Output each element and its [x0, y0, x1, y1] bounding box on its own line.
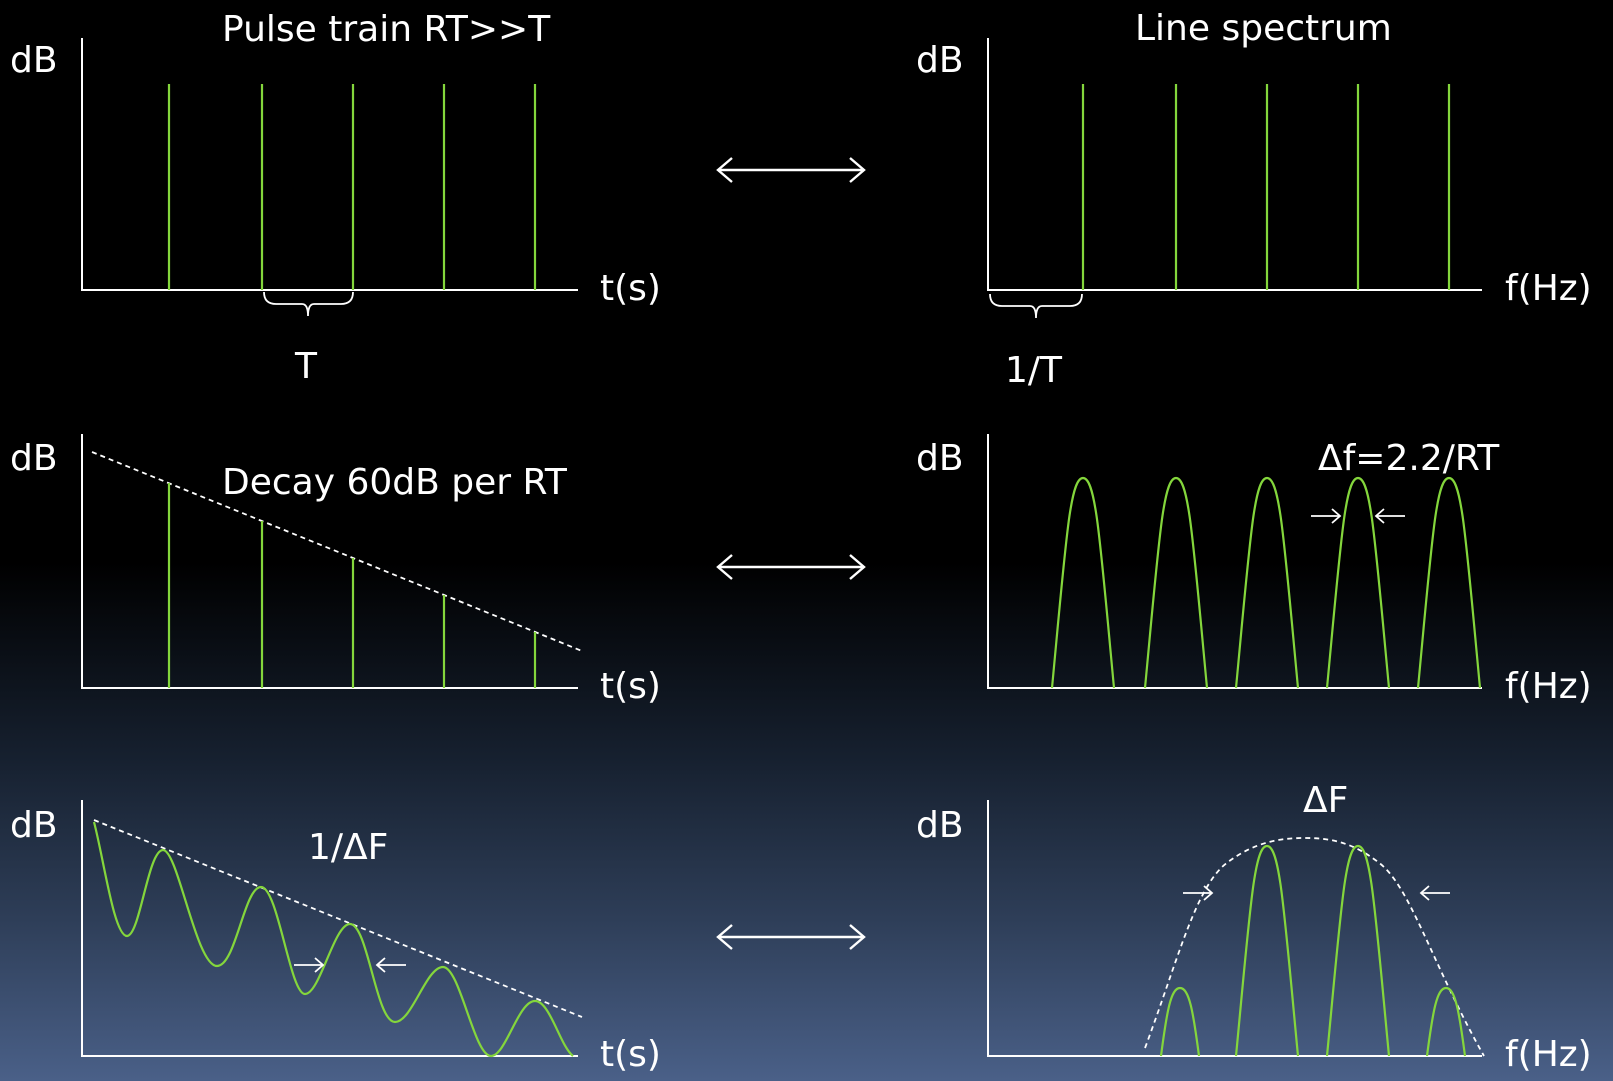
- decay-x-label: t(s): [600, 666, 661, 707]
- line-spectrum-title: Line spectrum: [1135, 8, 1392, 49]
- pulse-train-y-label: dB: [10, 40, 58, 81]
- band-spectrum-x-label: f(Hz): [1505, 1034, 1592, 1075]
- decay-envelope: [91, 451, 583, 652]
- beating-axes: [81, 800, 578, 1057]
- pulse-train-panel: dB Pulse train RT>>T t(s) T: [10, 9, 661, 387]
- beating-panel: dB 1/ΔF t(s): [10, 800, 661, 1075]
- mode-peak: [1416, 476, 1482, 689]
- line-spectrum-x-label: f(Hz): [1505, 268, 1592, 309]
- mode-peak: [1143, 476, 1209, 689]
- band-width-arrows: [1183, 885, 1450, 901]
- mode-peak: [1234, 476, 1300, 689]
- decay-axes: [81, 434, 578, 689]
- beating-x-label: t(s): [600, 1034, 661, 1075]
- period-label: T: [294, 346, 318, 387]
- mode-spectrum-axes: [987, 434, 1482, 689]
- line-spectrum-panel: dB Line spectrum f(Hz) 1/T: [916, 8, 1592, 391]
- pulse-train-title: Pulse train RT>>T: [222, 9, 551, 50]
- transform-arrow-1: [716, 157, 866, 183]
- period-brace: [263, 291, 354, 317]
- spacing-label: 1/T: [1005, 350, 1063, 391]
- decay-title: Decay 60dB per RT: [222, 462, 568, 503]
- spacing-brace: [989, 293, 1083, 319]
- mode-peak: [1325, 476, 1391, 689]
- band-spectrum-title: ΔF: [1303, 780, 1348, 821]
- line-spectrum-y-label: dB: [916, 40, 964, 81]
- line-spectrum-axes: [987, 38, 1482, 291]
- pulse-train-x-label: t(s): [600, 268, 661, 309]
- mode-spectrum-panel: dB Δf=2.2/RT f(Hz): [916, 434, 1592, 707]
- band-peak: [1159, 986, 1201, 1057]
- band-spectrum-panel: dB ΔF f(Hz): [916, 780, 1592, 1075]
- decay-y-label: dB: [10, 438, 58, 479]
- band-spectrum-y-label: dB: [916, 805, 964, 846]
- band-envelope: [1144, 837, 1485, 1057]
- band-peak: [1325, 844, 1391, 1057]
- band-peak: [1234, 844, 1300, 1057]
- decay-panel: dB Decay 60dB per RT t(s): [10, 434, 661, 707]
- pulse-train-axes: [81, 38, 578, 291]
- mode-spectrum-title: Δf=2.2/RT: [1318, 438, 1500, 479]
- mode-spectrum-x-label: f(Hz): [1505, 666, 1592, 707]
- transform-arrow-3: [716, 924, 866, 950]
- mode-peak: [1050, 476, 1116, 689]
- band-spectrum-axes: [987, 800, 1482, 1057]
- beating-envelope: [93, 819, 583, 1018]
- bandwidth-arrows: [1311, 508, 1405, 524]
- beating-wave: [92, 821, 574, 1058]
- transform-arrow-2: [716, 554, 866, 580]
- mode-spectrum-y-label: dB: [916, 438, 964, 479]
- band-peak: [1425, 986, 1467, 1057]
- period-arrows: [294, 957, 406, 973]
- beating-title: 1/ΔF: [308, 827, 388, 868]
- beating-y-label: dB: [10, 805, 58, 846]
